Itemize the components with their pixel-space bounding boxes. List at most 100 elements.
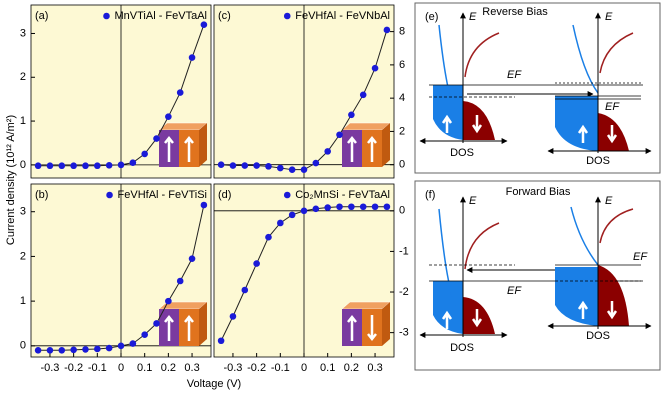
fermi-label: EF: [507, 69, 522, 81]
data-point: [188, 54, 196, 61]
chart-panel: 0 1 2 3 MnVTiAl - FeVTaAl (a): [20, 4, 212, 179]
y-tick-label: 4: [399, 92, 405, 104]
data-point: [82, 162, 89, 170]
data-point: [217, 337, 225, 345]
data-point: [383, 26, 391, 34]
data-point: [288, 166, 296, 173]
data-point: [241, 162, 249, 169]
data-point: [176, 277, 184, 285]
diagram-title: Forward Bias: [506, 186, 571, 198]
spin-arrow: [347, 135, 357, 162]
data-point: [253, 162, 260, 169]
data-point: [70, 162, 77, 170]
panel-label: (a): [35, 10, 48, 22]
data-point: [324, 148, 331, 155]
y-tick-label: 3: [20, 206, 26, 218]
legend-marker: [283, 12, 291, 20]
data-point: [176, 89, 184, 96]
x-tick-label: -0.1: [271, 362, 290, 374]
energy-label: E: [605, 11, 613, 23]
chart-panel: 0 2 4 6 8 FeVHfAl - FeVNbAl (c): [213, 4, 405, 179]
data-point: [105, 344, 113, 352]
spin-arrow: [441, 310, 453, 329]
data-point: [94, 162, 101, 170]
data-point: [348, 111, 355, 119]
y-tick-label: 0: [399, 205, 405, 217]
spin-arrow: [347, 314, 357, 341]
legend-marker: [103, 12, 110, 20]
panel-label: (b): [35, 189, 48, 201]
data-point: [153, 135, 160, 142]
dos-label: DOS: [450, 147, 474, 159]
x-tick-label: -0.3: [40, 362, 59, 374]
x-tick-label: -0.2: [247, 362, 266, 374]
dos-label: DOS: [586, 330, 610, 342]
data-point: [165, 113, 172, 120]
data-point: [241, 286, 249, 294]
spin-arrow: [164, 314, 174, 341]
x-tick-label: -0.1: [88, 362, 107, 374]
data-point: [288, 211, 296, 219]
data-point: [188, 255, 196, 262]
panel-label: (e): [425, 11, 438, 23]
band: [438, 208, 464, 328]
data-point: [300, 207, 308, 215]
spin-arrow: [367, 135, 377, 162]
y-tick-label: 2: [20, 250, 26, 262]
data-point: [34, 346, 42, 354]
data-point: [371, 203, 379, 211]
data-point: [34, 162, 42, 170]
energy-label: E: [469, 11, 477, 23]
plot-frame: [30, 4, 212, 179]
panel-label: (f): [425, 189, 435, 201]
data-point: [200, 201, 208, 209]
x-tick-label: 0.3: [184, 362, 199, 374]
y-tick-label: 0: [399, 159, 405, 171]
inset-top: [341, 122, 391, 131]
spin-arrow: [164, 135, 174, 162]
band: [599, 32, 634, 74]
plot-frame: [213, 183, 395, 358]
data-point: [46, 162, 54, 170]
data-point: [371, 64, 379, 72]
chart-panel: -3 -2 -1 0 -0.3 -0.2 -0.1 0 0.1 0.2 0.3 Co₂MnSi - F…: [213, 183, 409, 374]
y-tick-label: 2: [20, 71, 26, 83]
data-point: [165, 297, 172, 305]
spin-arrow: [184, 314, 194, 341]
data-point: [105, 161, 113, 169]
band: [464, 222, 500, 270]
legend-label: FeVHfAl - FeVTiSi: [118, 189, 207, 201]
data-point: [58, 346, 66, 354]
x-tick-label: 0: [301, 362, 307, 374]
data-point: [300, 166, 308, 173]
data-point: [348, 203, 355, 211]
y-tick-label: -1: [399, 245, 409, 257]
frame: [414, 180, 661, 371]
data-point: [359, 91, 367, 99]
x-tick-label: 0.3: [367, 362, 382, 374]
fermi-label: EF: [633, 251, 648, 263]
filled-states: [555, 96, 598, 151]
band: [570, 206, 599, 266]
filled-states: [433, 85, 463, 140]
y-tick-label: 1: [20, 115, 26, 127]
data-point: [383, 203, 391, 211]
legend-label: Co₂MnSi - FeVTaAl: [295, 189, 390, 201]
panel-label: (d): [218, 189, 231, 201]
y-tick-label: -2: [399, 286, 409, 298]
spin-arrow: [606, 125, 618, 144]
filled-states: [463, 297, 495, 334]
data-point: [46, 346, 54, 354]
inset-side: [199, 302, 207, 346]
inset-side: [382, 123, 390, 167]
data-point: [277, 164, 284, 172]
x-axis-label: Voltage (V): [187, 378, 241, 390]
y-tick-label: 6: [399, 59, 405, 71]
energy-label: E: [605, 195, 613, 207]
y-tick-label: 0: [20, 159, 26, 171]
filled-states: [463, 101, 495, 140]
spin-arrow: [471, 309, 483, 328]
filled-states: [598, 113, 629, 151]
filled-states: [555, 267, 598, 326]
band: [572, 24, 599, 94]
